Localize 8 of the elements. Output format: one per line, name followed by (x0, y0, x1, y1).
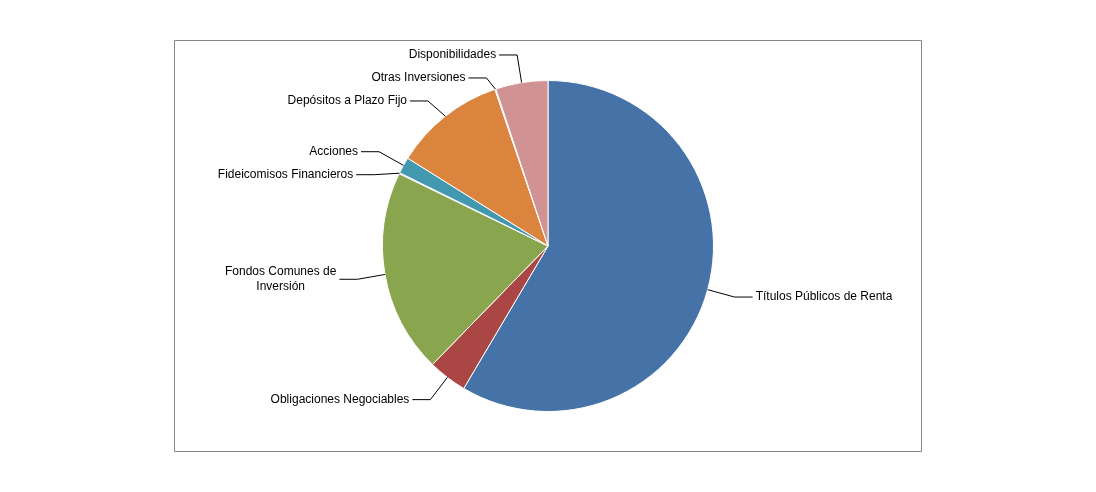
slice-label: Títulos Públicos de Renta (755, 289, 893, 304)
slice-label: Otras Inversiones (371, 70, 466, 85)
slice-label: Obligaciones Negociables (270, 391, 410, 406)
slice-label: Fideicomisos Financieros (217, 167, 354, 182)
slice-label: Acciones (309, 144, 359, 159)
slice-label: Disponibilidades (408, 47, 497, 62)
slice-label: Depósitos a Plazo Fijo (287, 93, 408, 108)
slice-label: Fondos Comunes de Inversión (224, 264, 337, 294)
